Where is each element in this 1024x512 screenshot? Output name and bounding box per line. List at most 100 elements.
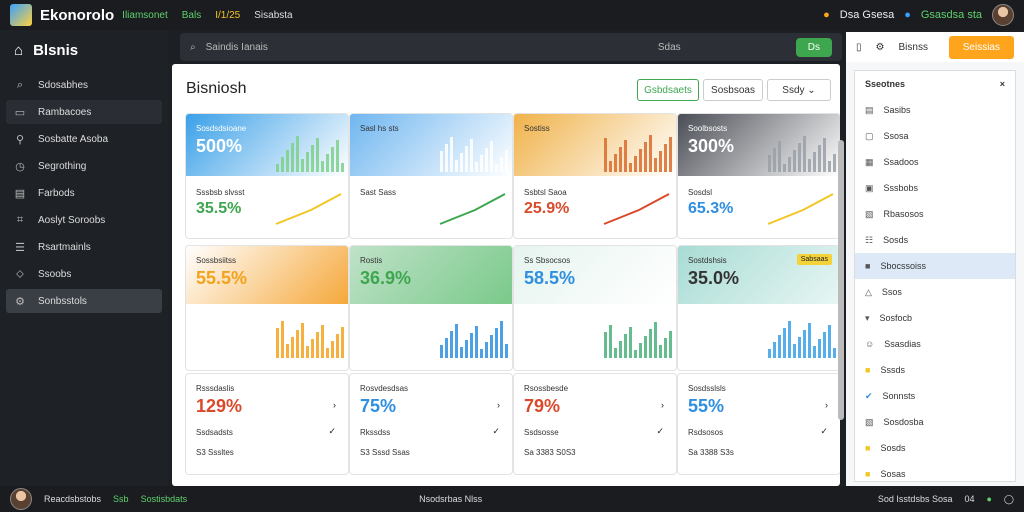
metric-card[interactable]: Sosdsslsls 55% › Rsdsosos ✓ Sa 3388 S3s [678,374,840,474]
yellow-icon: ■ [865,365,871,375]
mid-button[interactable]: Sosbsoas [703,79,763,101]
metric-card[interactable]: Soolbsosts 300% Sosdsl 65.3% [678,114,840,238]
chart-bar [604,332,607,358]
metric-card[interactable]: Rostis 36.9% [350,246,512,370]
chart-bar [311,145,314,172]
sidebar-item-7[interactable]: ⬦ Ssoobs [6,262,162,286]
settings-item-10[interactable]: ■ Sssds [855,357,1015,383]
sidebar-item-8[interactable]: ⚙ Sonbsstols [6,289,162,313]
card-footer: Sa 3388 S3s [688,448,734,457]
settings-item-5[interactable]: ☷ Sosds [855,227,1015,253]
scrollbar[interactable] [838,140,844,420]
top-item-4[interactable]: Sisabsta [254,9,293,21]
chart-bar [490,141,493,172]
metric-card[interactable]: Rosvdesdsas 75% › Rkssdss ✓ S3 Sssd Ssas [350,374,512,474]
status-badge: Sabsaas [796,254,832,265]
settings-item-0[interactable]: ▤ Sasibs [855,97,1015,123]
card-value: 300% [688,136,735,156]
settings-item-1[interactable]: ▢ Ssosa [855,123,1015,149]
metric-card[interactable]: Sostdshsis 35.0% Sabsaas [678,246,840,370]
settings-item-11[interactable]: ✔ Sonnsts [855,383,1015,409]
sidebar-item-label: Sonbsstols [38,295,87,307]
settings-item-4[interactable]: ▧ Rbasosos [855,201,1015,227]
settings-item-14[interactable]: ■ Sosas [855,461,1015,487]
search-bar[interactable]: ⌕ Saindis Ianais Sdas Ds [180,33,842,61]
chart-bar [639,343,642,358]
settings-item-label: Sosds [880,443,906,453]
chart-bar [286,344,289,358]
settings-item-12[interactable]: ▧ Sosdosba [855,409,1015,435]
green-button[interactable]: Gsbdsaets [637,79,699,101]
settings-item-13[interactable]: ■ Sosds [855,435,1015,461]
sidebar-item-0[interactable]: ⌕ Sdosabhes [6,73,162,97]
top-item-1[interactable]: Iliamsonet [122,9,168,21]
chart-bar [833,154,836,172]
bookmark-icon[interactable]: ▯ [856,41,862,53]
top-right-link[interactable]: Gsasdsa sta [920,9,982,21]
top-item-3[interactable]: I/1/25 [215,9,241,21]
toggle-button[interactable]: Ds [795,37,832,57]
metric-card[interactable]: Sosdsdsioane 500% Sssbsb slvsst 35.5% [186,114,348,238]
settings-item-9[interactable]: ☺ Ssasdias [855,331,1015,357]
metric-card[interactable]: Rsssdaslis 129% › Ssdsadsts ✓ S3 Sssltes [186,374,348,474]
bell-icon: △ [865,286,872,297]
chart-bar [500,157,503,172]
top-item-2[interactable]: Bals [181,9,202,21]
chart-bar [281,157,284,172]
search-input[interactable]: Saindis Ianais [205,41,268,53]
chevron-icon[interactable]: › [333,400,336,410]
user-name[interactable]: Reacdsbstobs [44,494,102,504]
avatar[interactable] [992,4,1014,26]
settings-item-label: Ssos [881,287,902,297]
user-avatar[interactable] [10,488,32,510]
sidebar-item-5[interactable]: ⌗ Aoslyt Soroobs [6,208,162,232]
dropdown: ▾ [865,312,870,323]
settings-item-8[interactable]: ▾ Sosfocb [855,305,1015,331]
chart-bar [445,144,448,172]
settings-icon[interactable]: ⚙ [875,41,885,53]
status-bar: Reacdsbstobs Ssb Sostisbdats Nsodsrbas N… [0,486,1024,512]
home-icon: ⌂ [14,41,24,59]
sidebar-item-1[interactable]: ▭ Rambacoes [6,100,162,124]
sidebar-header: ⌂ Blsnis [0,30,168,70]
top-right-label[interactable]: Dsa Gsesa [839,9,895,21]
card-subvalue: 35.5% [196,200,242,217]
chart-bar [773,342,776,358]
sidebar-item-3[interactable]: ◷ Segrothing [6,154,162,178]
chart-bar [470,333,473,358]
sidebar-item-2[interactable]: ⚲ Sosbatte Asoba [6,127,162,151]
card-footer: S3 Sssltes [196,448,234,457]
chart-bar [460,153,463,172]
settings-item-label: Ssosa [883,131,909,141]
right-top-button[interactable]: Seissias [948,35,1014,59]
right-top-label[interactable]: Bisnss [898,41,928,53]
metric-card[interactable]: Sostiss Ssbtsl Saoa 25.9% [514,114,676,238]
settings-item-3[interactable]: ▣ Sssbobs [855,175,1015,201]
close-icon[interactable]: × [999,79,1005,89]
avatar-small[interactable]: ◯ [1003,493,1014,504]
card-value: 36.9% [360,268,412,288]
settings-item-6[interactable]: ■ Sbocssoiss [855,253,1015,279]
settings-item-7[interactable]: △ Ssos [855,279,1015,305]
sidebar-item-4[interactable]: ▤ Farbods [6,181,162,205]
area-chart [275,193,342,225]
settings-item-label: Ssadoos [883,157,919,167]
chart-bar [485,342,488,358]
chevron-icon[interactable]: › [497,400,500,410]
status-link[interactable]: Sostisbdats [140,494,188,504]
sidebar-item-6[interactable]: ☰ Rsartmainls [6,235,162,259]
metric-card[interactable]: Rsossbesde 79% › Ssdsosse ✓ Sa 3383 S0S3 [514,374,676,474]
metric-card[interactable]: Sasl hs sts Sast Sass [350,114,512,238]
chevron-icon[interactable]: › [661,400,664,410]
settings-item-2[interactable]: ▦ Ssadoos [855,149,1015,175]
metric-card[interactable]: Sossbsiitss 55.5% [186,246,348,370]
select-dropdown[interactable]: Ssdy ⌄ [767,79,831,101]
chart-bar [475,162,478,172]
metric-card[interactable]: Ss Sbsocsos 58.5% [514,246,676,370]
chart-bar [768,349,771,358]
chart-bar [614,154,617,172]
status-dot-icon: ● [986,494,992,504]
chart-bar [460,347,463,358]
status-center: Nsodsrbas Nlss [419,494,483,504]
chevron-icon[interactable]: › [825,400,828,410]
